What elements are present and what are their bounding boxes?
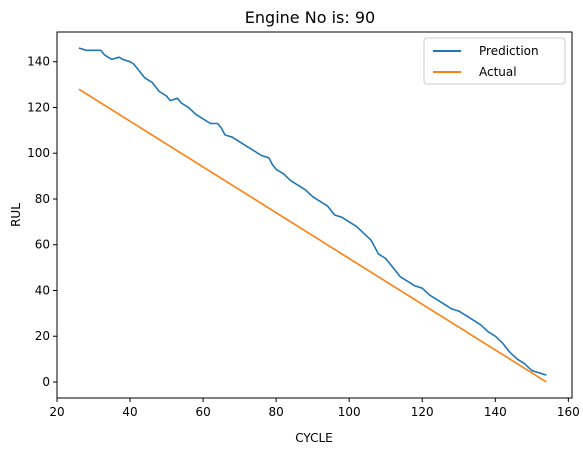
x-tick-label: 140: [484, 405, 507, 419]
x-axis-label: CYCLE: [295, 431, 333, 445]
y-axis-ticks: 0 20 40 60 80 100 120 140: [27, 55, 57, 389]
x-tick-label: 160: [557, 405, 580, 419]
x-tick-label: 40: [122, 405, 137, 419]
y-tick-label: 140: [27, 55, 50, 69]
y-tick-label: 40: [35, 283, 50, 297]
x-axis-ticks: 20 40 60 80 100 120 140 160: [49, 398, 580, 419]
chart-title: Engine No is: 90: [245, 8, 375, 27]
legend: Prediction Actual: [423, 37, 566, 85]
x-tick-label: 80: [269, 405, 284, 419]
y-tick-label: 60: [35, 238, 50, 252]
x-tick-label: 20: [49, 405, 64, 419]
plot-area: [56, 31, 573, 399]
x-tick-label: 120: [411, 405, 434, 419]
series-line-actual: [78, 88, 547, 383]
series-layer: [78, 47, 547, 383]
axes-frame: [56, 31, 573, 399]
x-tick-label: 100: [338, 405, 361, 419]
series-line-prediction: [78, 47, 547, 376]
y-axis-label: RUL: [9, 203, 23, 227]
y-tick-label: 0: [42, 375, 50, 389]
legend-label-actual: Actual: [479, 65, 517, 79]
y-tick-label: 80: [35, 192, 50, 206]
y-tick-label: 120: [27, 100, 50, 114]
legend-label-prediction: Prediction: [479, 44, 539, 58]
x-tick-label: 60: [195, 405, 210, 419]
y-tick-label: 100: [27, 146, 50, 160]
y-tick-label: 20: [35, 329, 50, 343]
